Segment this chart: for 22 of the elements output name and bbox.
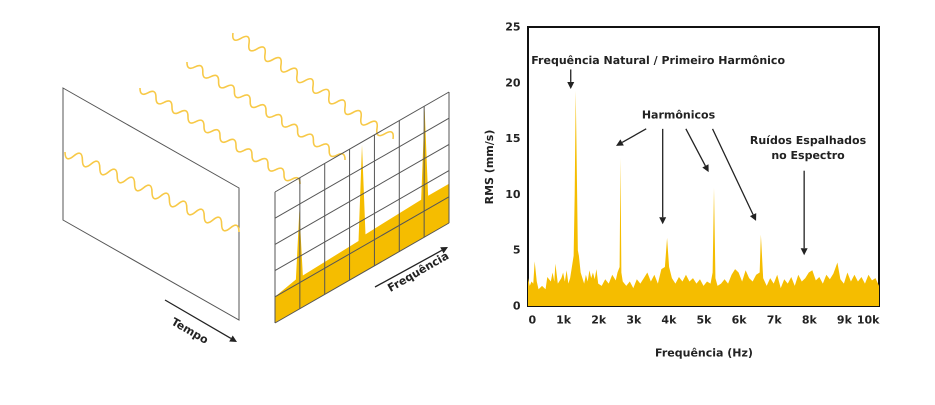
x-tick-label: 7k	[766, 314, 782, 326]
annotation: Harmônicos	[642, 108, 716, 122]
y-tick-label: 0	[512, 300, 521, 312]
x-tick-label: 6k	[732, 314, 748, 326]
x-tick-label: 9k	[836, 314, 853, 326]
y-tick-label: 5	[512, 244, 520, 257]
annotation: Ruídos Espalhados no Espectro	[750, 134, 867, 162]
x-tick-label: 2k	[591, 314, 607, 326]
x-tick-label: 8k	[802, 314, 818, 326]
x-tick-label: 4k	[661, 314, 678, 326]
x-tick-label: 1k	[556, 314, 572, 326]
x-tick-label: 0	[528, 314, 536, 326]
x-axis-title: Frequência (Hz)	[655, 346, 753, 360]
y-tick-label: 20	[505, 76, 521, 90]
x-tick-label: 5k	[696, 314, 712, 326]
y-axis-title: RMS (mm/s)	[483, 130, 496, 204]
y-tick-label: 25	[505, 20, 520, 34]
y-tick-label: 10	[505, 188, 521, 201]
y-tick-label: 15	[505, 132, 520, 146]
x-tick-label: 10k	[856, 314, 880, 326]
annotation: Frequência Natural / Primeiro Harmônico	[531, 54, 786, 67]
x-tick-label: 3k	[626, 314, 642, 326]
